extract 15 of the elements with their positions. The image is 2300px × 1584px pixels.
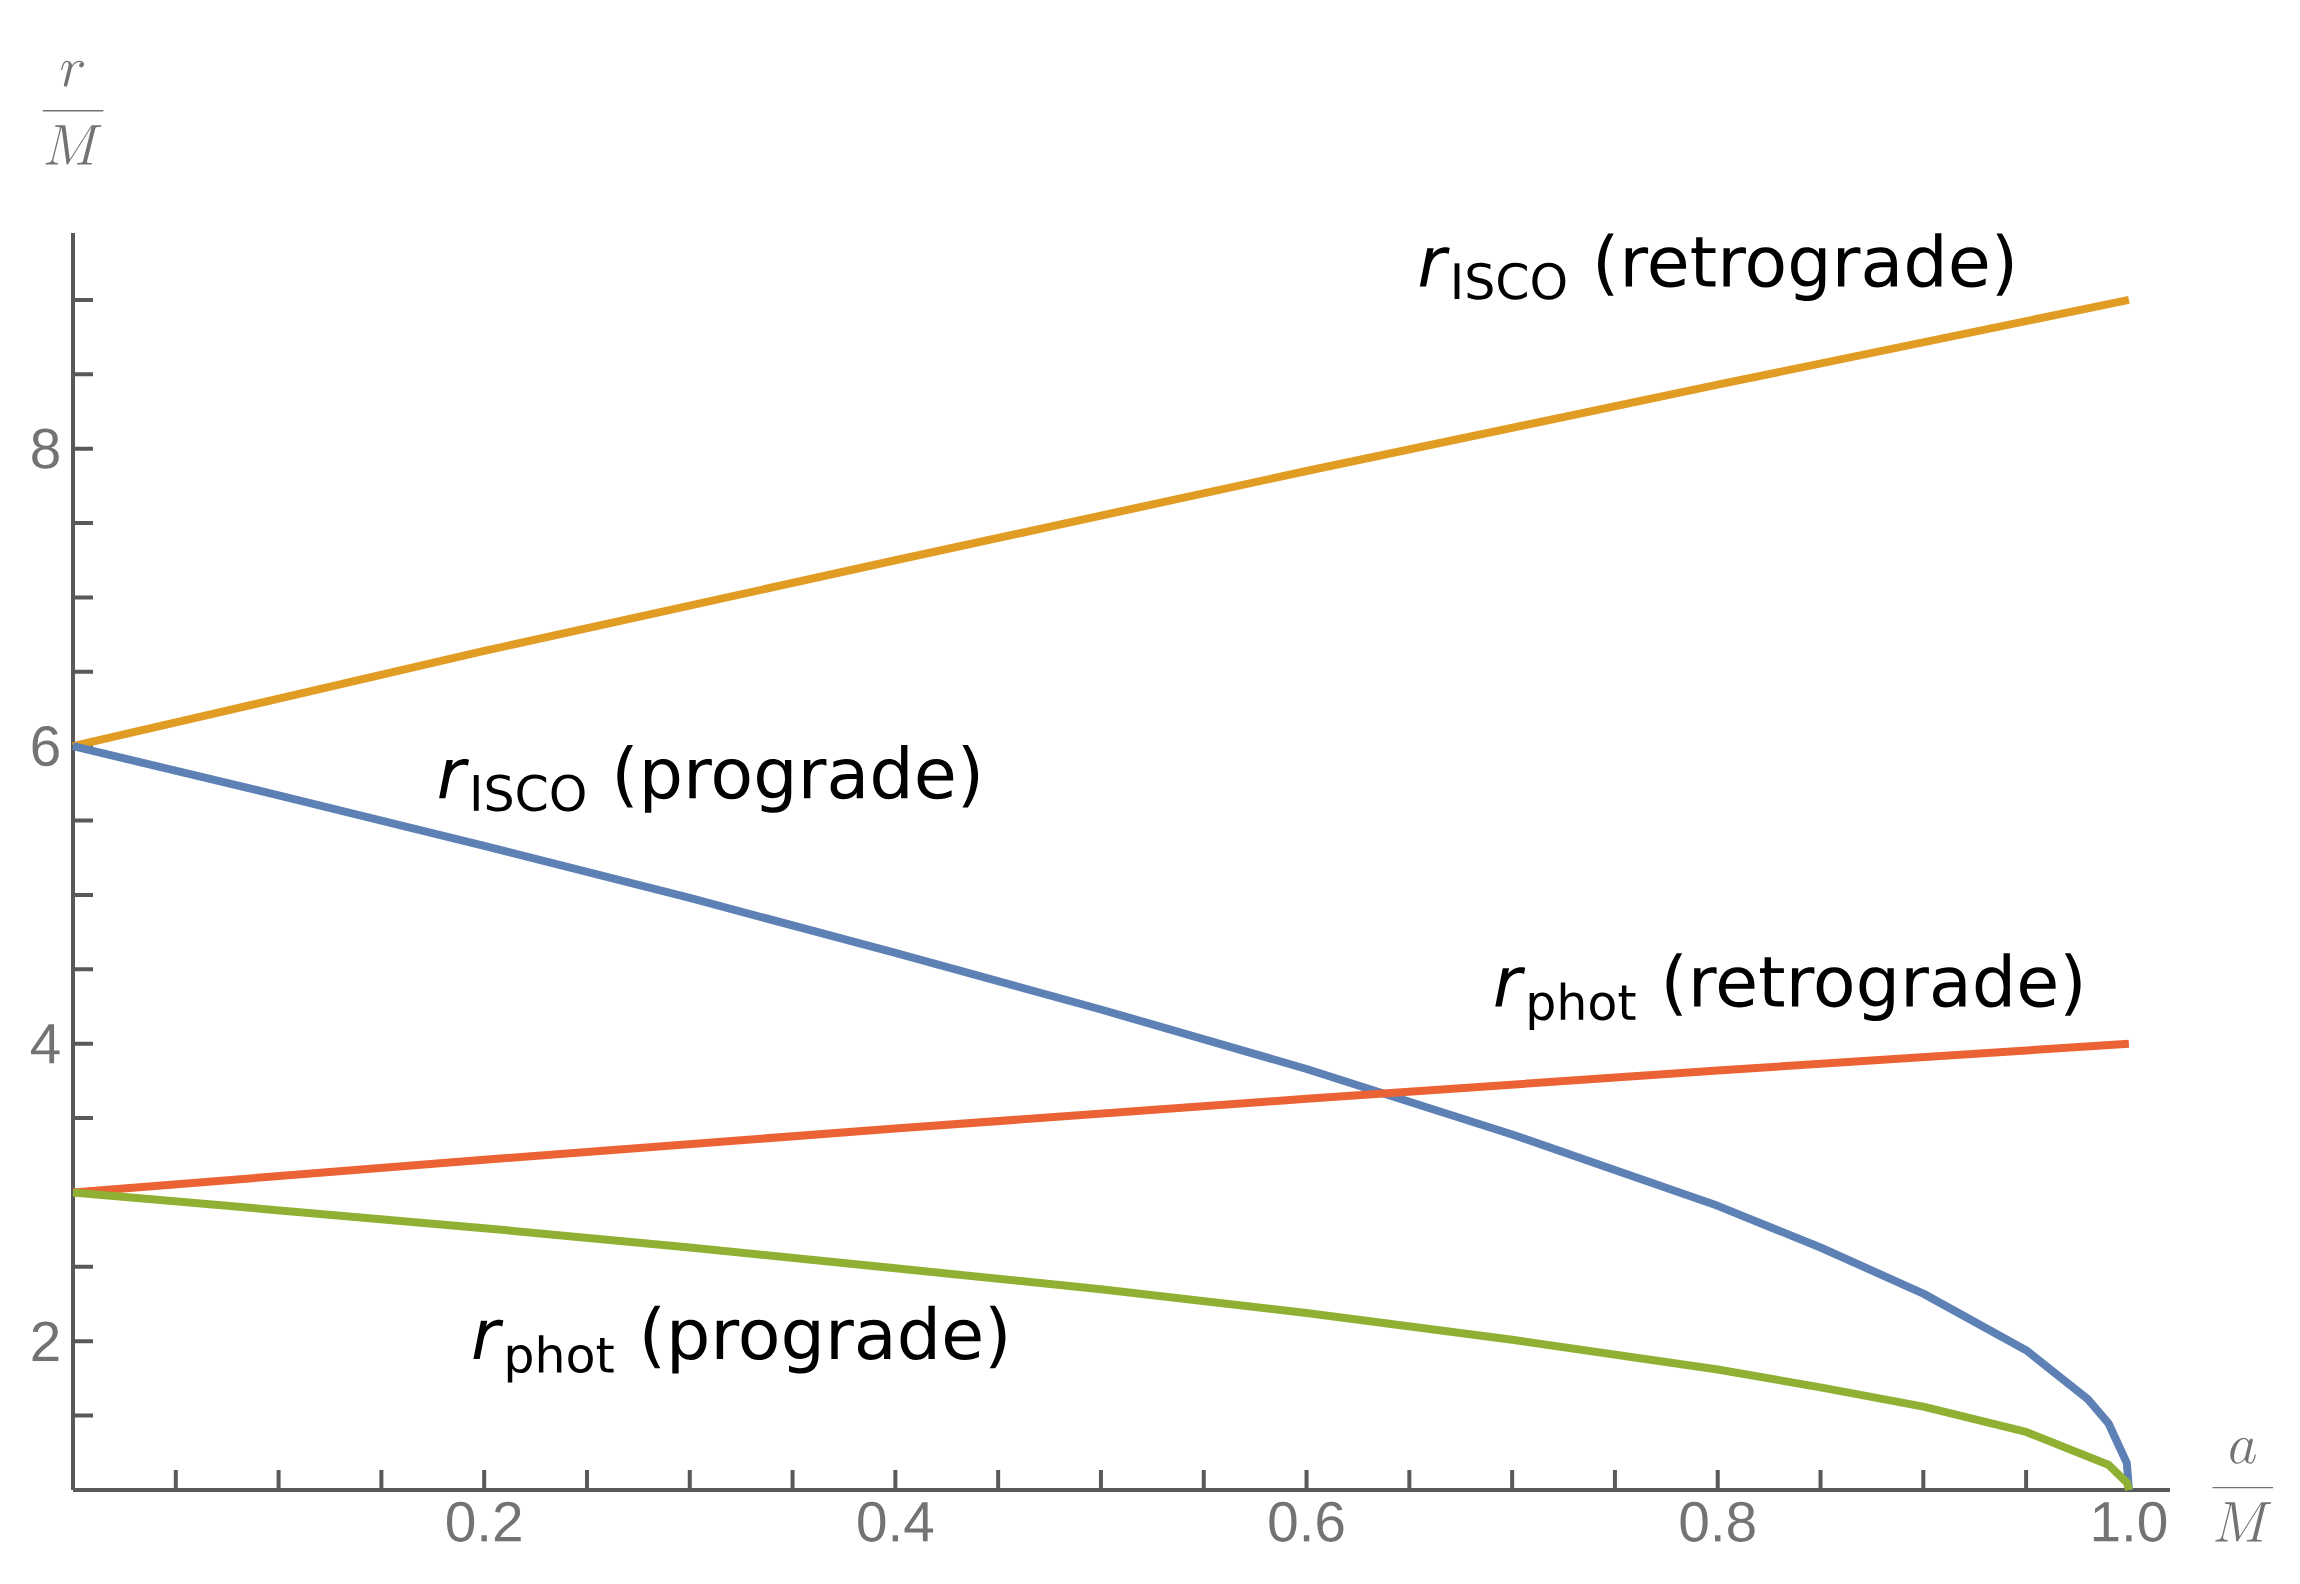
y-tick-label: 4: [31, 1024, 60, 1064]
x-tick-label: 0.8: [1680, 1501, 1755, 1542]
x-tick-label: 0.2: [446, 1501, 521, 1542]
y-tick-label: 6: [32, 726, 59, 767]
x-tick-label: 0.6: [1269, 1501, 1344, 1542]
x-axis-title: $\frac{a}{M}$: [2212, 1437, 2274, 1542]
x-tick-label: 1.0: [2093, 1501, 2167, 1542]
x-tick-label: 0.4: [858, 1501, 934, 1542]
series-label: r$_{ISCO}$ (prograde): [439, 745, 979, 813]
series-label: r$_{phot}$ (prograde): [473, 1305, 1006, 1383]
y-tick-label: 8: [32, 428, 59, 469]
series-label: r$_{ISCO}$ (retrograde): [1419, 233, 2013, 302]
y-tick-label: 2: [32, 1321, 59, 1362]
y-axis-title: $\frac{r}{M}$: [42, 60, 104, 165]
series-label: r$_{phot}$ (retrograde): [1495, 953, 2081, 1031]
